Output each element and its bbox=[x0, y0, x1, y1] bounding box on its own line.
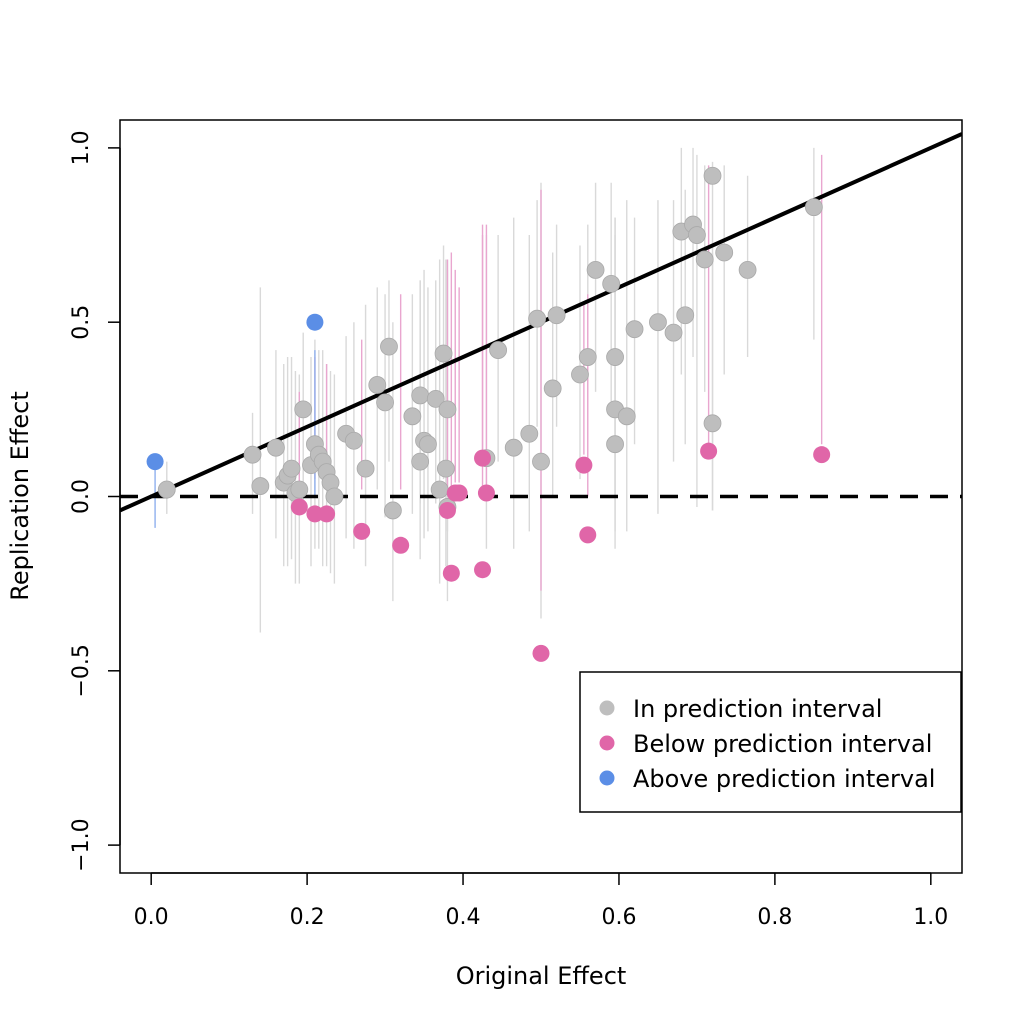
point-in-63 bbox=[804, 198, 823, 217]
point-in-40 bbox=[532, 452, 550, 471]
point-in-1 bbox=[243, 445, 262, 464]
point-in-50 bbox=[617, 407, 636, 426]
x-tick-label-1: 0.2 bbox=[290, 905, 325, 930]
point-in-19 bbox=[356, 459, 375, 478]
point-in-8 bbox=[290, 480, 309, 499]
point-below-13 bbox=[575, 456, 593, 474]
point-in-28 bbox=[419, 435, 437, 454]
y-tick-label-0: −1.0 bbox=[69, 818, 94, 871]
point-in-55 bbox=[676, 306, 695, 325]
point-in-59 bbox=[703, 166, 722, 185]
point-below-10 bbox=[474, 561, 492, 579]
data-points bbox=[146, 166, 831, 662]
point-in-38 bbox=[520, 424, 539, 443]
point-below-14 bbox=[579, 526, 597, 544]
point-in-33 bbox=[438, 400, 457, 419]
point-in-49 bbox=[606, 435, 624, 454]
point-below-3 bbox=[353, 522, 371, 540]
point-in-60 bbox=[703, 414, 722, 433]
point-in-21 bbox=[376, 393, 394, 412]
point-below-6 bbox=[442, 564, 460, 582]
point-in-52 bbox=[649, 313, 667, 332]
point-below-8 bbox=[450, 484, 468, 502]
point-in-25 bbox=[411, 386, 430, 405]
x-tick-label-0: 0.0 bbox=[134, 905, 169, 930]
point-in-2 bbox=[251, 477, 270, 495]
legend: In prediction interval Below prediction … bbox=[579, 671, 962, 813]
y-tick-label-3: 0.5 bbox=[69, 305, 94, 340]
x-tick-label-5: 1.0 bbox=[913, 905, 948, 930]
point-in-23 bbox=[383, 501, 402, 520]
legend-label-below: Below prediction interval bbox=[633, 730, 932, 758]
point-in-6 bbox=[282, 459, 301, 478]
point-in-36 bbox=[489, 341, 508, 359]
point-above-0 bbox=[146, 453, 164, 471]
x-axis: 0.0 0.2 0.4 0.6 0.8 1.0 bbox=[134, 872, 948, 930]
point-in-24 bbox=[403, 407, 422, 426]
point-below-0 bbox=[290, 498, 308, 516]
point-in-18 bbox=[344, 431, 363, 450]
y-tick-label-4: 1.0 bbox=[69, 130, 94, 165]
x-tick-label-2: 0.4 bbox=[446, 905, 481, 930]
y-tick-label-1: −0.5 bbox=[69, 644, 94, 697]
point-below-5 bbox=[438, 501, 456, 519]
point-in-61 bbox=[715, 243, 734, 262]
point-in-47 bbox=[606, 348, 624, 366]
point-below-1 bbox=[306, 505, 324, 523]
point-in-58 bbox=[695, 250, 714, 269]
point-below-2 bbox=[318, 505, 336, 523]
x-tick-label-4: 0.8 bbox=[757, 905, 792, 930]
point-in-31 bbox=[434, 344, 453, 363]
point-in-57 bbox=[688, 226, 706, 244]
x-tick-label-3: 0.6 bbox=[601, 905, 636, 930]
point-in-39 bbox=[528, 309, 547, 328]
legend-label-in: In prediction interval bbox=[633, 695, 882, 723]
point-in-22 bbox=[380, 337, 398, 356]
point-in-44 bbox=[578, 348, 597, 366]
point-in-0 bbox=[157, 480, 176, 499]
point-below-16 bbox=[813, 446, 831, 464]
point-in-53 bbox=[664, 323, 683, 342]
y-axis: −1.0 −0.5 0.0 0.5 1.0 bbox=[69, 130, 121, 872]
point-in-26 bbox=[411, 452, 430, 471]
point-in-32 bbox=[436, 459, 455, 478]
point-below-11 bbox=[477, 484, 495, 502]
point-in-46 bbox=[602, 274, 621, 293]
point-below-4 bbox=[392, 536, 410, 554]
y-axis-title: Replication Effect bbox=[6, 391, 34, 601]
point-in-37 bbox=[504, 438, 523, 457]
point-in-45 bbox=[586, 261, 605, 279]
point-in-42 bbox=[547, 306, 566, 325]
point-below-15 bbox=[700, 442, 718, 460]
point-in-30 bbox=[430, 480, 449, 499]
point-in-29 bbox=[426, 389, 445, 408]
point-in-16 bbox=[325, 487, 344, 506]
point-in-41 bbox=[543, 379, 562, 398]
x-axis-title: Original Effect bbox=[456, 962, 627, 990]
y-tick-label-2: 0.0 bbox=[69, 479, 94, 514]
legend-marker-below bbox=[599, 735, 615, 751]
point-below-12 bbox=[532, 644, 550, 662]
point-in-9 bbox=[294, 400, 313, 419]
point-in-51 bbox=[625, 320, 644, 339]
point-in-43 bbox=[571, 365, 589, 384]
legend-box bbox=[579, 671, 962, 813]
point-below-9 bbox=[474, 449, 492, 467]
legend-marker-above bbox=[599, 770, 615, 786]
point-above-1 bbox=[306, 313, 324, 331]
legend-marker-in bbox=[599, 700, 615, 716]
legend-label-above: Above prediction interval bbox=[633, 765, 935, 793]
point-in-20 bbox=[368, 376, 387, 394]
point-in-3 bbox=[267, 438, 285, 457]
point-in-62 bbox=[738, 261, 757, 279]
